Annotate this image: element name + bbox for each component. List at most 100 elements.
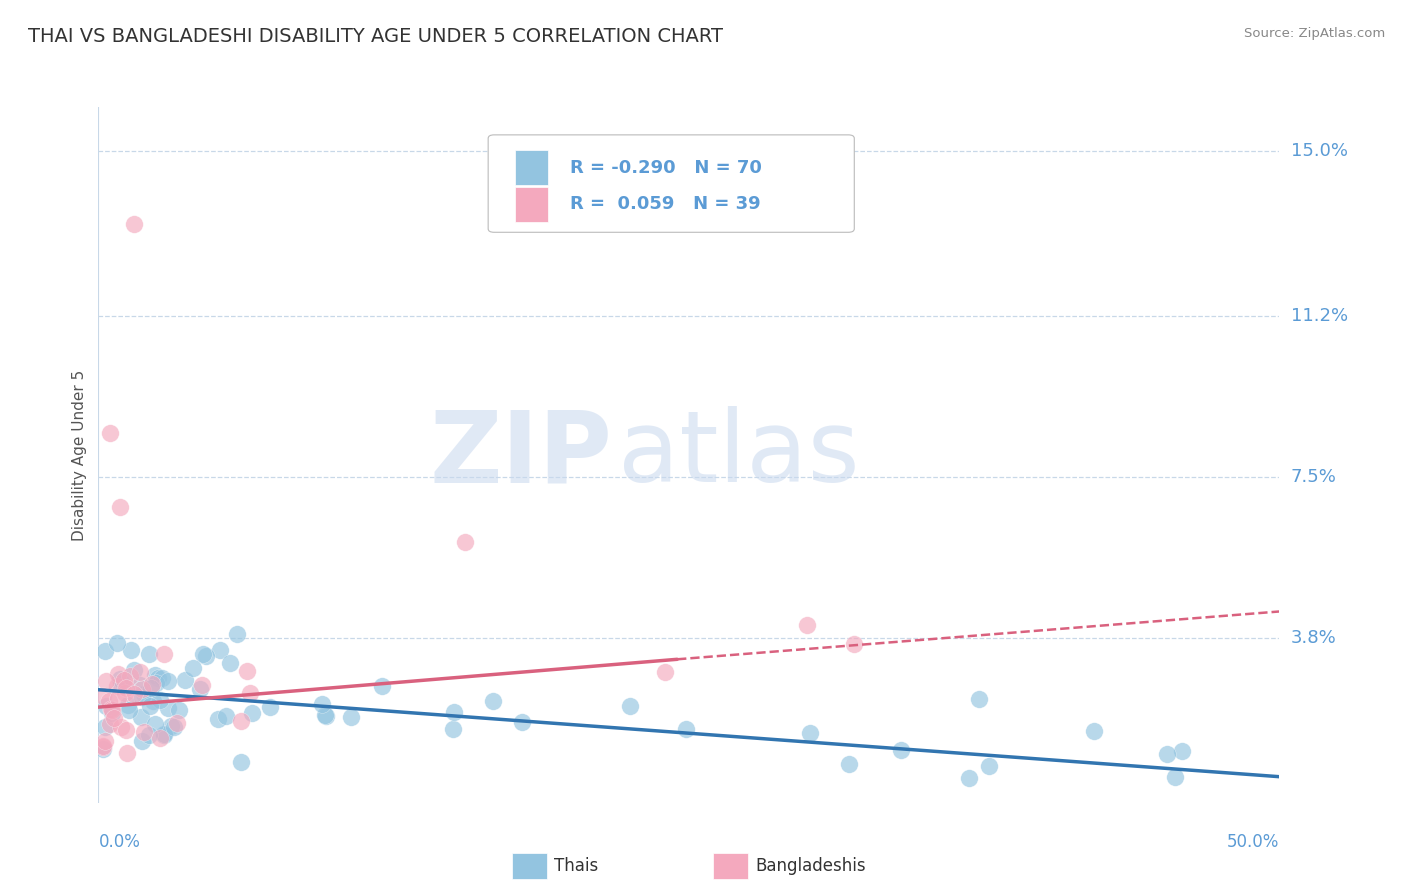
Point [654,665,676,680]
Point [235,664,257,678]
Point [110,720,132,734]
Point [117,698,139,713]
Point [115,747,138,761]
Point [311,697,333,711]
Point [108,500,131,514]
Point [131,681,153,696]
Point [191,648,214,662]
Point [120,669,142,683]
Point [132,687,155,701]
Point [94,719,117,733]
Y-axis label: Disability Age Under 5: Disability Age Under 5 [72,369,87,541]
Point [157,701,180,715]
FancyBboxPatch shape [488,135,855,232]
Point [105,679,128,693]
Point [105,636,128,650]
Point [131,734,153,748]
Point [131,710,153,724]
Point [128,665,150,680]
Text: R =  0.059   N = 39: R = 0.059 N = 39 [569,195,761,213]
Point [143,668,166,682]
Point [101,706,124,720]
Point [215,709,238,723]
Text: 15.0%: 15.0% [1291,142,1347,160]
Point [259,700,281,714]
Point [153,647,176,661]
Text: 7.5%: 7.5% [1291,467,1337,485]
Point [160,719,183,733]
Point [107,690,129,705]
Point [340,709,363,723]
Point [94,673,117,688]
Point [150,671,173,685]
Text: R = -0.290   N = 70: R = -0.290 N = 70 [569,159,762,177]
Point [370,679,392,693]
Point [149,731,172,746]
Point [238,686,260,700]
Point [146,671,169,685]
Point [844,637,866,651]
Point [114,686,136,700]
Point [128,678,150,692]
FancyBboxPatch shape [516,150,548,185]
Text: Source: ZipAtlas.com: Source: ZipAtlas.com [1244,27,1385,40]
Point [229,714,252,728]
Text: atlas: atlas [619,407,859,503]
Point [1156,747,1178,761]
Point [314,708,336,723]
Point [967,692,990,706]
Point [208,643,231,657]
FancyBboxPatch shape [516,187,548,222]
Point [94,644,117,658]
Text: 3.8%: 3.8% [1291,629,1336,647]
Point [97,694,120,708]
Point [122,218,145,232]
Point [115,723,138,737]
Point [157,674,180,689]
FancyBboxPatch shape [713,853,748,880]
Point [145,717,167,731]
Point [118,703,141,717]
Point [162,720,184,734]
Point [142,694,165,708]
Point [153,728,176,742]
Point [145,676,167,690]
Point [120,643,142,657]
Point [183,661,205,675]
Point [207,712,229,726]
Point [153,727,176,741]
Point [131,690,153,705]
Point [1083,723,1105,738]
Point [112,676,135,690]
Point [91,739,114,753]
Text: Bangladeshis: Bangladeshis [755,857,866,875]
Point [512,714,534,729]
Point [231,755,253,769]
Point [453,535,475,549]
Point [91,740,114,755]
Point [139,699,162,714]
Point [174,673,197,687]
Point [108,672,131,686]
Point [1171,744,1194,758]
Point [240,706,263,720]
Text: 50.0%: 50.0% [1227,833,1279,851]
Point [101,702,124,716]
Point [94,734,117,748]
Point [149,693,172,707]
Point [138,647,160,661]
Point [441,723,464,737]
Point [482,694,505,708]
Point [218,657,240,671]
Point [107,667,129,681]
Point [141,677,163,691]
Point [957,771,980,785]
Text: ZIP: ZIP [429,407,612,503]
Text: 11.2%: 11.2% [1291,307,1348,325]
Point [94,698,117,713]
Point [98,717,121,731]
Point [139,681,162,696]
Text: THAI VS BANGLADESHI DISABILITY AGE UNDER 5 CORRELATION CHART: THAI VS BANGLADESHI DISABILITY AGE UNDER… [28,27,723,45]
Point [890,742,912,756]
Point [98,426,121,441]
